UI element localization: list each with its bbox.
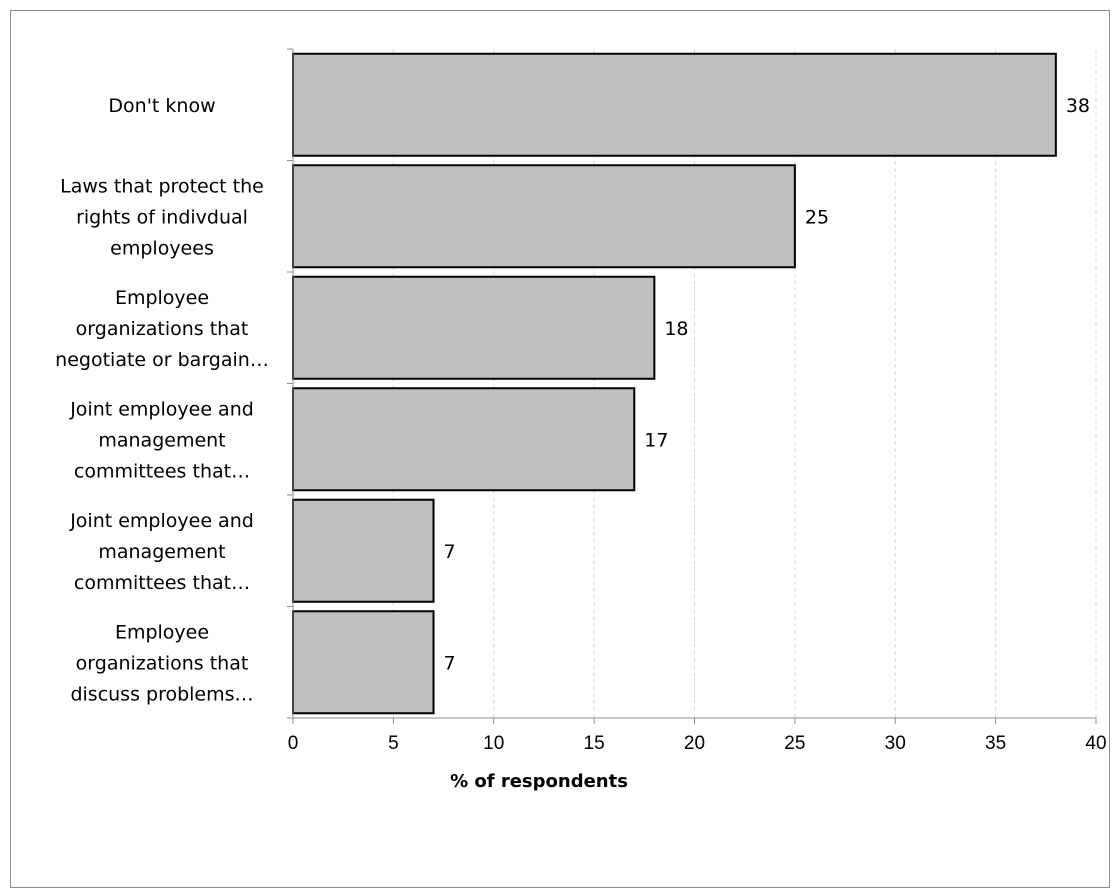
category-label-5-line-1: Joint employee and: [69, 510, 254, 532]
category-label-4: Joint employee and management committees t…: [69, 398, 254, 482]
category-label-2-line-1: Laws that protect the: [60, 175, 264, 197]
data-label-4: 17: [644, 429, 668, 451]
bar-2: [292, 164, 796, 269]
category-label-6-line-2: organizations that: [76, 652, 249, 674]
x-tick-label-15: 15: [584, 733, 605, 754]
category-label-3-line-3: negotiate or bargain…: [55, 349, 269, 371]
bar-3: [292, 275, 656, 380]
category-label-2-line-3: employees: [110, 237, 214, 259]
category-label-4-line-3: committees that…: [74, 460, 250, 482]
x-tick-label-10: 10: [483, 733, 504, 754]
bar-6: [292, 610, 435, 715]
bar-4: [292, 387, 636, 492]
data-label-6: 7: [444, 652, 456, 674]
category-label-5-line-3: committees that…: [74, 572, 250, 594]
category-label-4-line-2: management: [98, 429, 225, 451]
x-tick-label-20: 20: [684, 733, 705, 754]
data-label-2: 25: [805, 206, 829, 228]
category-label-6-line-3: discuss problems…: [70, 683, 253, 705]
x-tick-label-5: 5: [388, 733, 399, 754]
category-label-2-line-2: rights of indivdual: [76, 206, 248, 228]
x-tick-label-0: 0: [288, 733, 299, 754]
x-tick-label-25: 25: [784, 733, 805, 754]
category-label-3-line-1: Employee: [115, 287, 209, 309]
axes: [287, 48, 1097, 724]
data-label-1: 38: [1066, 95, 1090, 117]
category-label-4-line-1: Joint employee and: [69, 398, 254, 420]
data-label-3: 18: [664, 318, 688, 340]
x-tick-label-35: 35: [985, 733, 1006, 754]
category-label-3-line-2: organizations that: [76, 318, 249, 340]
chart-frame: 38 Don't know 25 Laws that protect the right…: [10, 10, 1110, 888]
x-tick-label-40: 40: [1085, 733, 1106, 754]
x-tick-label-30: 30: [885, 733, 906, 754]
category-label-1: Don't know: [108, 95, 215, 117]
bar-5: [292, 498, 435, 603]
category-label-3: Employee organizations that negotiate or b…: [55, 287, 269, 371]
category-label-5: Joint employee and management committees t…: [69, 510, 254, 594]
category-label-6-line-1: Employee: [115, 621, 209, 643]
bar-chart: 38 Don't know 25 Laws that protect the right…: [55, 48, 1107, 792]
bar-1: [292, 52, 1057, 157]
labels: 38 Don't know 25 Laws that protect the right…: [55, 95, 1106, 754]
x-axis-title: % of respondents: [450, 771, 628, 792]
data-label-5: 7: [444, 541, 456, 563]
category-label-5-line-2: management: [98, 541, 225, 563]
category-label-2: Laws that protect the rights of indivdual…: [60, 175, 264, 259]
category-label-6: Employee organizations that discuss proble…: [70, 621, 253, 705]
bars: [292, 52, 1057, 715]
category-label-1-line-1: Don't know: [108, 95, 215, 117]
